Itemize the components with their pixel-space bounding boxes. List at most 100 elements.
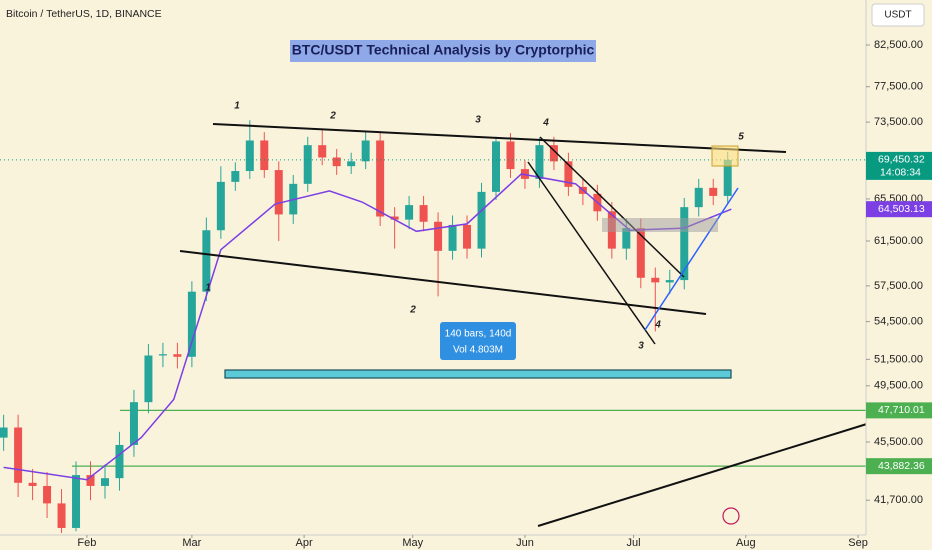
title-box [290, 40, 596, 62]
candle-body [723, 159, 732, 196]
x-tick-label: Jul [627, 537, 641, 549]
candle-body [535, 145, 544, 179]
candle-body [636, 228, 645, 278]
candle-body [477, 191, 486, 249]
y-tick-label: 54,500.00 [874, 316, 923, 328]
trendline [527, 161, 656, 345]
measure-box [440, 322, 516, 360]
candle-body [14, 427, 23, 483]
wave-label: 1 [234, 101, 240, 112]
trendline [212, 123, 787, 153]
wave-label: 2 [329, 111, 336, 122]
candle-body [506, 141, 515, 170]
wave-label: 4 [542, 118, 549, 129]
candle-body [564, 161, 573, 187]
candle-body [665, 280, 674, 283]
wave-label: 3 [475, 115, 481, 126]
price-tag [866, 151, 932, 180]
y-tick-label: 49,500.00 [874, 380, 923, 392]
moving-average [3, 173, 732, 481]
countdown: 14:08:34 [880, 167, 921, 179]
trendline [537, 422, 871, 527]
wave-label: 3 [638, 341, 644, 352]
ma-label: 64,503.13 [878, 203, 925, 215]
level-tag [866, 402, 932, 419]
y-tick-label: 45,500.00 [874, 436, 923, 448]
candle-body [347, 161, 356, 167]
x-tick-label: Apr [296, 537, 313, 549]
currency[interactable]: USDT [884, 10, 911, 21]
candle-body [303, 145, 312, 184]
symbol-info: Bitcoin / TetherUS, 1D, BINANCE [6, 8, 162, 20]
wave-label: 1 [205, 283, 211, 294]
x-tick-label: May [402, 537, 423, 549]
level-label: 47,710.01 [878, 404, 925, 416]
y-tick-label: 57,500.00 [874, 280, 923, 292]
candle-body [318, 145, 327, 158]
candle-body [434, 221, 443, 251]
candle-body [86, 475, 95, 486]
candle-body [173, 354, 182, 357]
plot-area [0, 120, 866, 533]
level-label: 43,882.36 [878, 460, 925, 472]
y-tick-label: 73,500.00 [874, 116, 923, 128]
drawings [179, 123, 871, 527]
measure-range [224, 369, 732, 379]
candle-body [202, 230, 211, 292]
candle-body [144, 355, 153, 403]
candle-body [187, 291, 196, 357]
candle-body [231, 171, 240, 182]
alert-icon[interactable] [722, 507, 740, 525]
candle-body [0, 427, 8, 438]
wave-label: 2 [409, 305, 416, 316]
candle-body [43, 485, 52, 504]
candle-body [694, 187, 703, 208]
trendline [644, 187, 739, 331]
currency-button[interactable] [871, 3, 925, 27]
candle-body [549, 145, 558, 162]
x-tick-label: Feb [77, 537, 96, 549]
measure-bars: 140 bars, 140d [445, 329, 512, 340]
candle-body [651, 277, 660, 283]
trendline [539, 136, 685, 278]
x-tick-label: Jun [516, 537, 534, 549]
candle-body [28, 482, 37, 486]
y-tick-label: 61,500.00 [874, 235, 923, 247]
candle-body [405, 205, 414, 220]
candle-body [115, 444, 124, 479]
candle-body [158, 354, 167, 356]
measure-vol: Vol 4.803M [453, 345, 503, 356]
y-tick-label: 41,700.00 [874, 494, 923, 506]
y-tick-label: 77,500.00 [874, 81, 923, 93]
x-tick-label: Mar [182, 537, 201, 549]
wave-label: 5 [738, 132, 744, 143]
price-label: 69,450.32 [878, 154, 925, 166]
target-box [711, 145, 739, 167]
trendline [179, 250, 707, 315]
level-tag [866, 458, 932, 475]
candle-body [57, 503, 66, 528]
candle-body [100, 478, 109, 486]
y-tick-label: 51,500.00 [874, 353, 923, 365]
candle-body [129, 402, 138, 445]
candle-body [216, 181, 225, 231]
wave-label: 4 [654, 320, 661, 331]
y-tick-label: 82,500.00 [874, 39, 923, 51]
candle-body [361, 140, 370, 162]
candle-body [463, 224, 472, 249]
candle-body [709, 187, 718, 196]
x-tick-label: Aug [736, 537, 756, 549]
candle-body [376, 140, 385, 217]
candle-body [680, 207, 689, 281]
x-tick-label: Sep [848, 537, 868, 549]
ma-tag [866, 201, 932, 218]
candle-body [491, 141, 500, 192]
candle-body [332, 157, 341, 167]
candle-body [622, 228, 631, 249]
candle-body [448, 224, 457, 251]
candle-body [245, 140, 254, 172]
candle-body [260, 140, 269, 171]
zone [602, 218, 718, 232]
